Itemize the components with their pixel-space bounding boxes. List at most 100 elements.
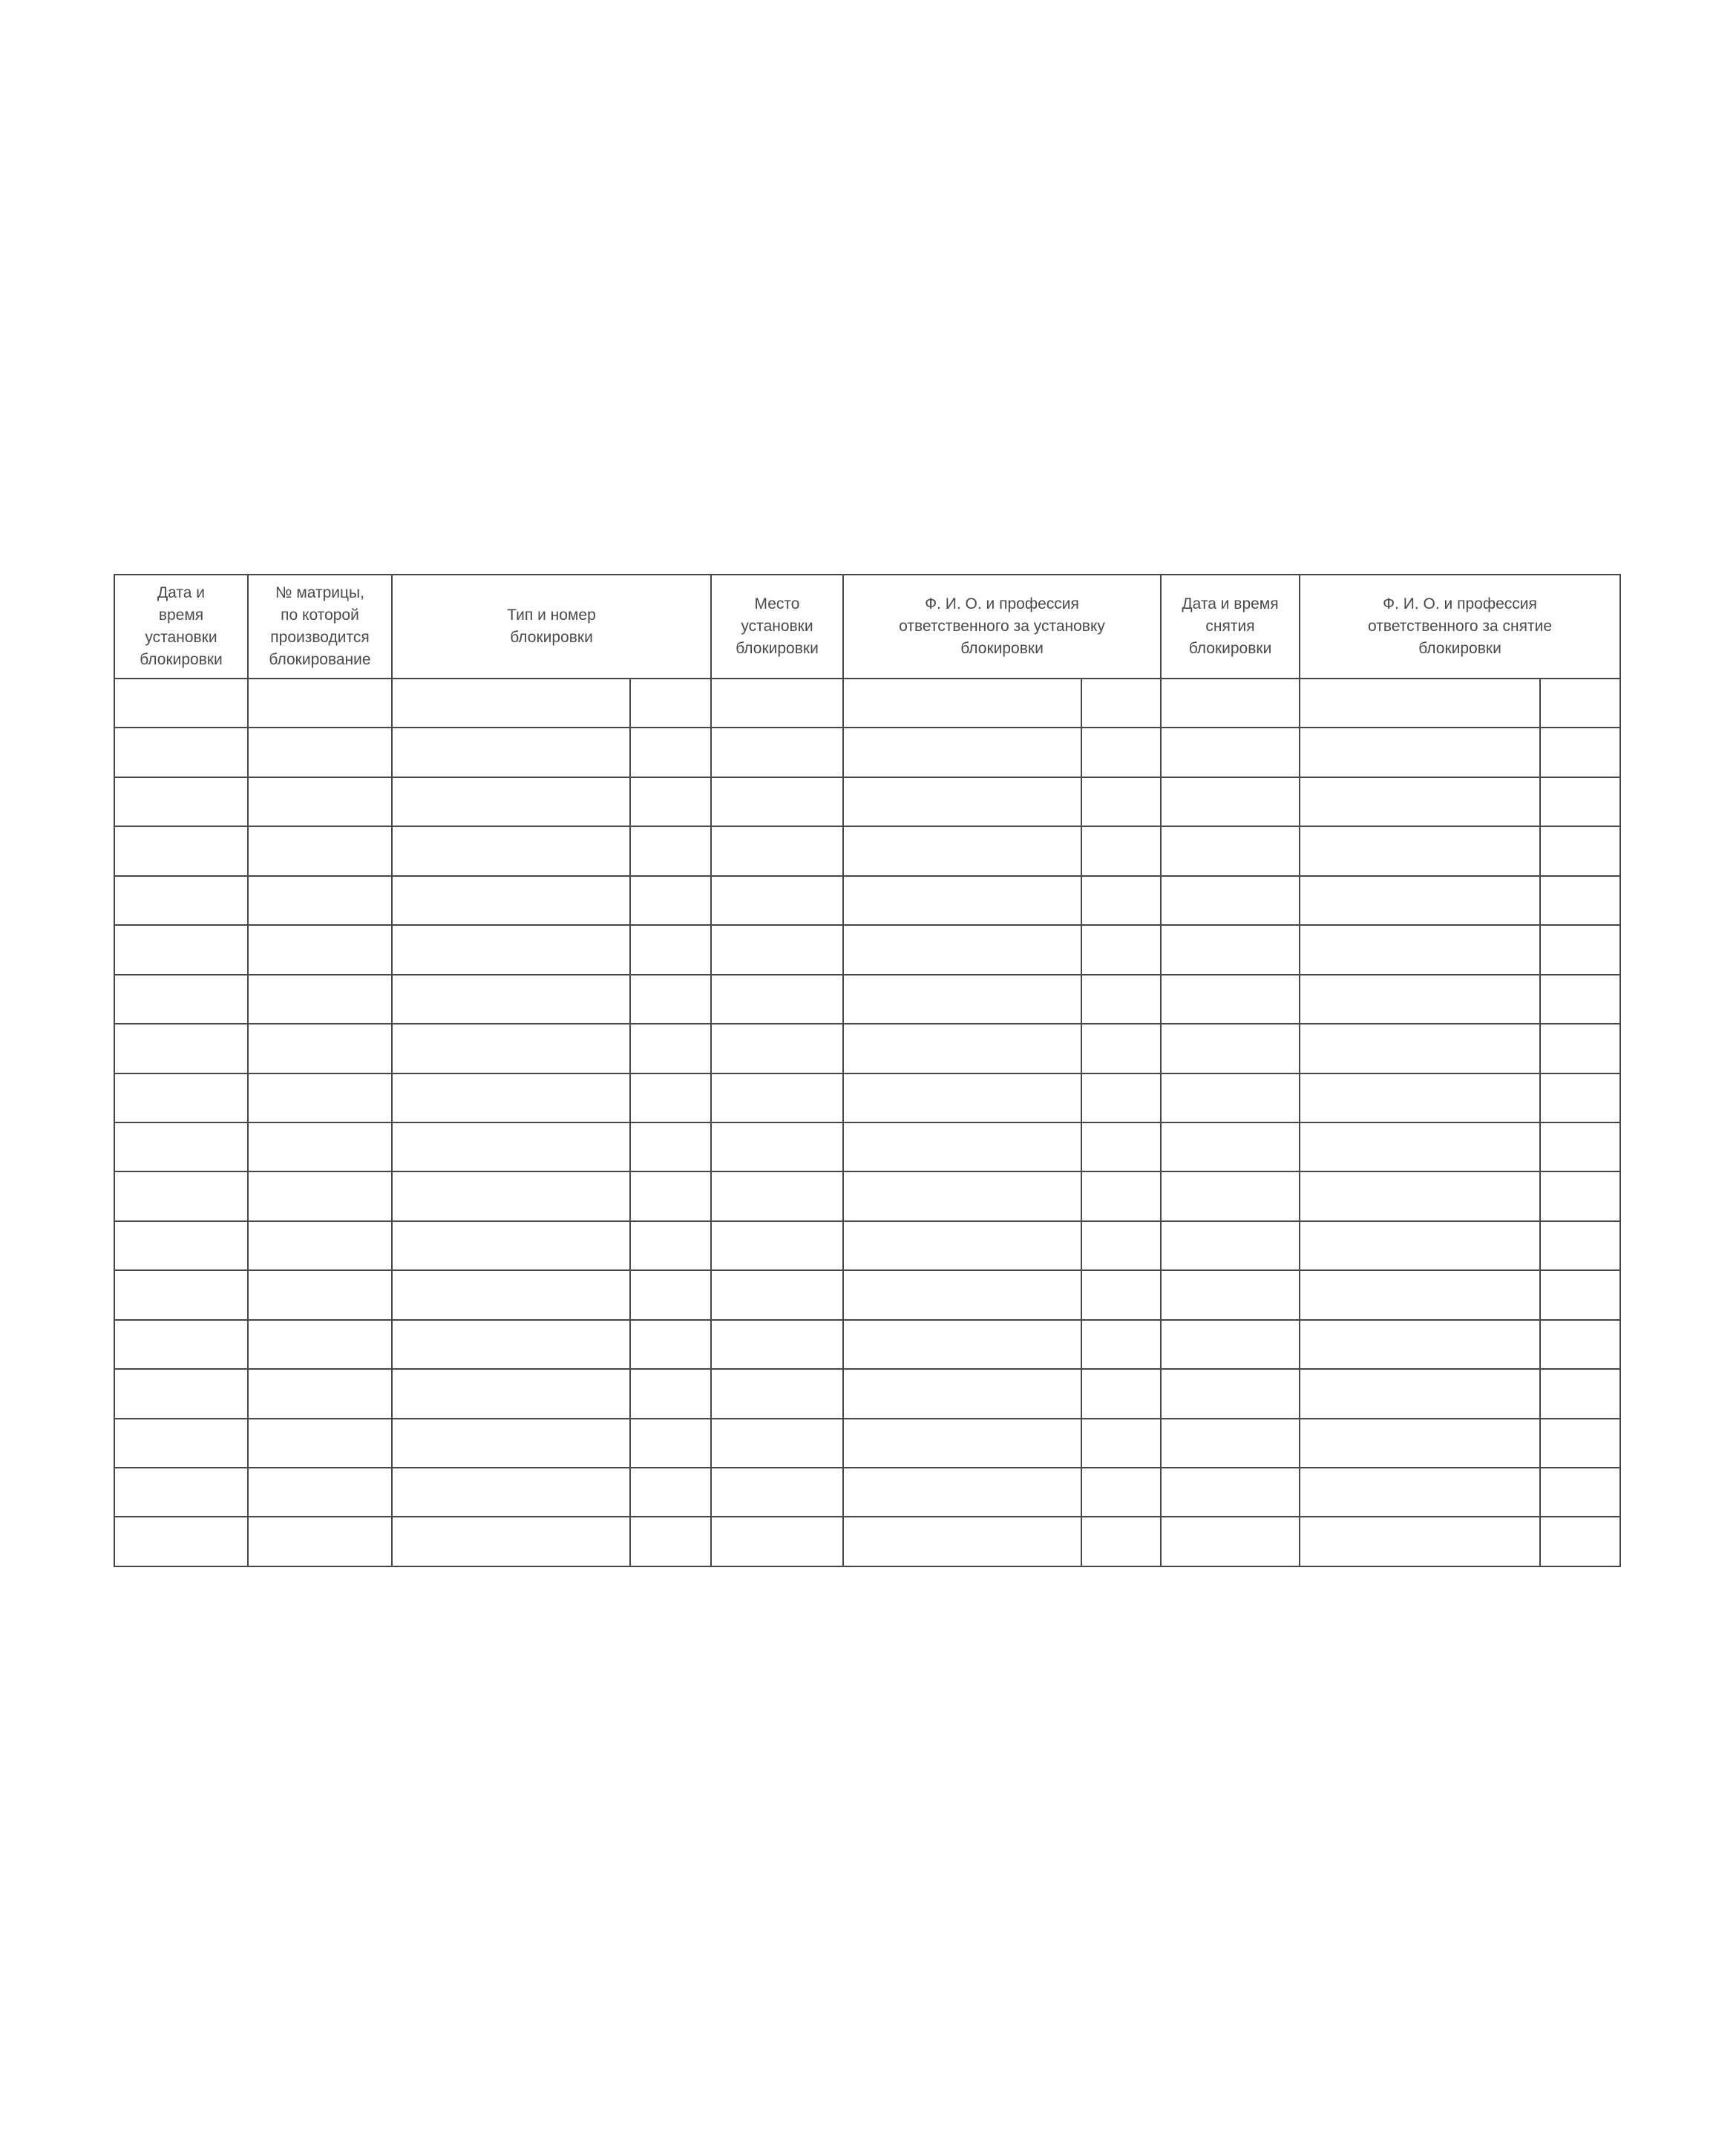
table-cell-empty [1299, 1220, 1542, 1272]
table-cell-empty [1539, 1023, 1622, 1074]
table-cell-empty [1081, 924, 1162, 975]
table-cell-empty [1081, 1023, 1162, 1074]
table-cell-empty [1160, 1368, 1301, 1419]
header-lock-type-and-number: Тип и номер блокировки [390, 574, 713, 679]
header-row: Дата и время установки блокировки № матр… [114, 574, 1622, 679]
table-cell-empty [247, 1368, 393, 1419]
table-cell-empty [842, 826, 1083, 877]
table-cell-empty [1539, 1220, 1622, 1272]
table-cell-empty [710, 875, 845, 926]
table-cell-empty [1081, 875, 1162, 926]
table-cell-empty [114, 776, 249, 828]
table-cell-empty [629, 1023, 713, 1074]
table-cell-empty [391, 1023, 631, 1074]
table-cell-empty [1299, 1516, 1542, 1567]
table-cell-empty [114, 677, 249, 729]
table-cell-empty [1160, 776, 1301, 828]
table-cell-empty [114, 1516, 249, 1567]
table-cell-empty [629, 1368, 713, 1419]
table-cell-empty [114, 1121, 249, 1173]
table-cell-empty [391, 973, 631, 1025]
table-cell-empty [391, 677, 631, 729]
table-cell-empty [391, 727, 631, 778]
table-cell-empty [1160, 677, 1301, 729]
table-cell-empty [1539, 776, 1622, 828]
table-row [114, 727, 1622, 778]
table-cell-empty [114, 1368, 249, 1419]
table-cell-empty [629, 727, 713, 778]
table-cell-empty [1299, 1318, 1542, 1370]
table-cell-empty [1081, 1269, 1162, 1321]
table-cell-empty [710, 1121, 845, 1173]
table-cell-empty [629, 1072, 713, 1123]
table-cell-empty [1539, 924, 1622, 975]
table-cell-empty [842, 1466, 1083, 1518]
header-install-place: Место установки блокировки [710, 574, 845, 679]
table-cell-empty [1081, 677, 1162, 729]
table-cell-empty [247, 1466, 393, 1518]
table-cell-empty [247, 677, 393, 729]
table-cell-empty [842, 1121, 1083, 1173]
table-cell-empty [1160, 1171, 1301, 1222]
table-cell-empty [1299, 1171, 1542, 1222]
table-cell-empty [391, 776, 631, 828]
table-cell-empty [1299, 973, 1542, 1025]
table-cell-empty [247, 875, 393, 926]
table-cell-empty [1539, 875, 1622, 926]
table-cell-empty [114, 1220, 249, 1272]
table-cell-empty [842, 727, 1083, 778]
table-cell-empty [1299, 1023, 1542, 1074]
table-cell-empty [1299, 1368, 1542, 1419]
table-row [114, 1072, 1622, 1123]
table-cell-empty [1539, 1121, 1622, 1173]
table-cell-empty [1539, 1368, 1622, 1419]
table-cell-empty [710, 1516, 845, 1567]
table-cell-empty [629, 973, 713, 1025]
table-cell-empty [114, 924, 249, 975]
table-cell-empty [1539, 1516, 1622, 1567]
table-row [114, 973, 1622, 1025]
table-cell-empty [710, 1072, 845, 1123]
table-cell-empty [629, 677, 713, 729]
table-cell-empty [1081, 727, 1162, 778]
table-cell-empty [247, 1269, 393, 1321]
table-cell-empty [710, 1269, 845, 1321]
table-cell-empty [391, 1269, 631, 1321]
table-cell-empty [842, 1023, 1083, 1074]
header-remover-name-profession: Ф. И. О. и профессия ответственного за с… [1299, 574, 1622, 679]
table-cell-empty [247, 1220, 393, 1272]
table-cell-empty [842, 1072, 1083, 1123]
table-cell-empty [114, 727, 249, 778]
table-cell-empty [1160, 924, 1301, 975]
table-cell-empty [1299, 1466, 1542, 1518]
table-cell-empty [710, 1466, 845, 1518]
table-cell-empty [710, 973, 845, 1025]
table-cell-empty [710, 1368, 845, 1419]
table-cell-empty [1299, 826, 1542, 877]
table-cell-empty [114, 826, 249, 877]
table-cell-empty [842, 924, 1083, 975]
table-cell-empty [710, 1318, 845, 1370]
table-cell-empty [1160, 1023, 1301, 1074]
table-cell-empty [1081, 826, 1162, 877]
table-cell-empty [114, 1466, 249, 1518]
table-row [114, 924, 1622, 975]
table-cell-empty [1539, 1072, 1622, 1123]
table-cell-empty [629, 1121, 713, 1173]
header-matrix-number: № матрицы, по которой производится блоки… [247, 574, 393, 679]
table-cell-empty [710, 924, 845, 975]
table-cell-empty [710, 1023, 845, 1074]
table-cell-empty [1160, 1121, 1301, 1173]
table-cell-empty [1539, 727, 1622, 778]
table-cell-empty [842, 1318, 1083, 1370]
table-cell-empty [391, 1368, 631, 1419]
table-cell-empty [391, 1466, 631, 1518]
table-cell-empty [1299, 776, 1542, 828]
table-row [114, 826, 1622, 877]
table-cell-empty [1299, 1417, 1542, 1469]
table-cell-empty [247, 727, 393, 778]
table-cell-empty [1539, 973, 1622, 1025]
table-row [114, 1121, 1622, 1173]
table-cell-empty [1081, 776, 1162, 828]
table-cell-empty [247, 1516, 393, 1567]
